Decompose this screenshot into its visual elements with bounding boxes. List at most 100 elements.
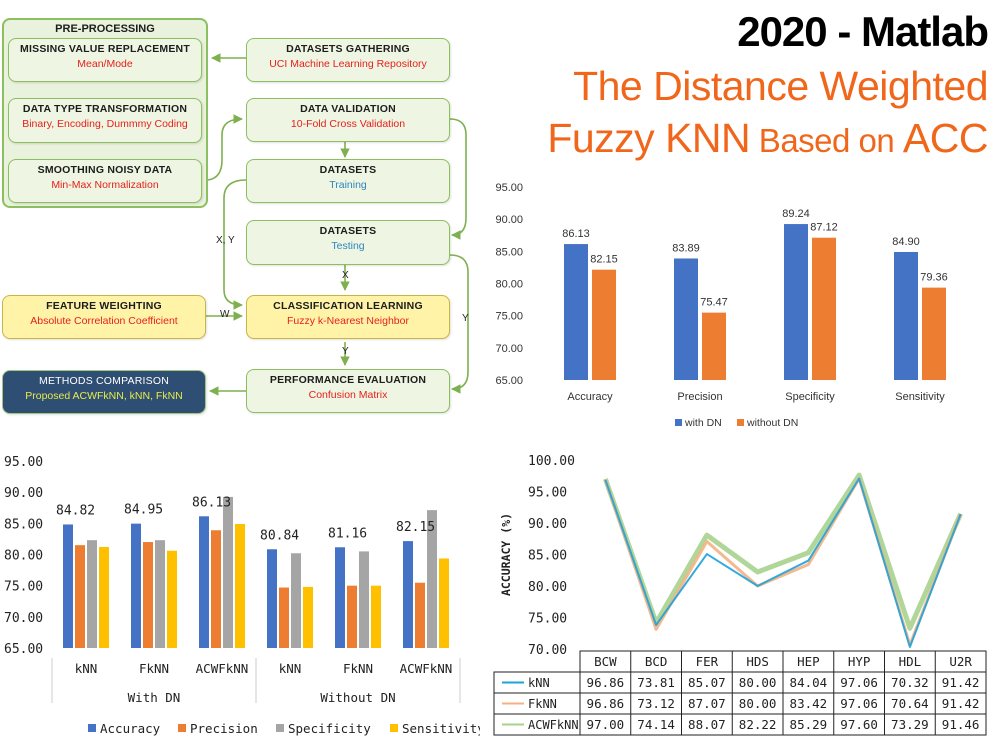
datasets-training-box: DATASETS Training [246, 159, 450, 203]
methods-bar-chart: 95.00 90.00 85.00 80.00 75.00 70.00 65.00 84.82… [4, 455, 480, 736]
training-sub: Training [329, 179, 367, 191]
table-row-label: FkNN [528, 697, 557, 711]
legend-swatch [276, 724, 284, 732]
heading-year-tool: 2020 - Matlab [737, 8, 989, 55]
group-label: Without DN [320, 690, 395, 705]
bar-accuracy [267, 549, 277, 648]
bar-accuracy [403, 541, 413, 648]
table-cell: 70.64 [891, 696, 929, 711]
bar-specificity [291, 553, 301, 648]
bar-sensitivity [371, 585, 381, 648]
datasets-gathering-box: DATASETS GATHERING UCI Machine Learning … [246, 38, 450, 82]
data-type-sub: Binary, Encoding, Dummmy Coding [22, 118, 188, 130]
table-cell: 91.42 [942, 696, 980, 711]
preprocessing-title: PRE-PROCESSING [55, 23, 155, 35]
x-tick-label: FkNN [139, 661, 169, 676]
dn-comparison-bar-chart: 95.00 90.00 85.00 80.00 75.00 70.00 65.00 86.13… [495, 182, 948, 429]
bar-precision [347, 585, 357, 648]
x-tick-label: ACWFkNN [196, 661, 249, 676]
y-tick-label: 90.00 [4, 486, 43, 501]
bar-precision [143, 542, 153, 648]
heading-acc: ACC [902, 115, 989, 161]
methods-comparison-title: METHODS COMPARISON [39, 375, 169, 387]
data-label: 87.12 [810, 222, 838, 234]
table-cell: 70.32 [891, 675, 929, 690]
feature-weighting-box: FEATURE WEIGHTING Absolute Correlation C… [2, 295, 206, 339]
y-tick-label: 70.00 [528, 643, 567, 658]
table-row-label: ACWFkNN [528, 718, 579, 732]
data-label: 86.13 [192, 495, 231, 510]
legend-swatch [88, 724, 96, 732]
y-tick-label: 85.00 [495, 246, 523, 258]
y-tick-label: 95.00 [4, 455, 43, 470]
legend-label: with DN [684, 417, 722, 429]
y-tick-label: 85.00 [528, 549, 567, 564]
edge-label-xy: X, Y [216, 235, 235, 246]
x-tick-label: kNN [75, 661, 98, 676]
x-tick-label: kNN [279, 661, 302, 676]
table-cell: 91.42 [942, 675, 980, 690]
table-cell: 83.42 [790, 696, 828, 711]
bar-without-dn [702, 312, 726, 380]
table-cell: 97.60 [840, 717, 878, 732]
table-cell: 97.06 [840, 696, 878, 711]
y-tick-label: 75.00 [495, 311, 523, 323]
x-tick-label: Specificity [785, 391, 835, 403]
table-cell: 84.04 [790, 675, 828, 690]
bar-sensitivity [99, 547, 109, 648]
heading-based-on: Based on [750, 122, 903, 159]
table-cell: 96.86 [587, 675, 625, 690]
data-label: 82.15 [396, 520, 435, 535]
bar-precision [279, 587, 289, 648]
bar-with-dn [564, 244, 588, 380]
y-tick-label: 80.00 [528, 580, 567, 595]
legend-swatch [675, 419, 682, 426]
bar-accuracy [199, 516, 209, 648]
bar-without-dn [922, 287, 946, 380]
missing-value-title: MISSING VALUE REPLACEMENT [20, 43, 190, 55]
y-tick-label: 80.00 [495, 279, 523, 291]
data-label: 80.84 [260, 528, 299, 543]
performance-evaluation-box: PERFORMANCE EVALUATION Confusion Matrix [246, 369, 450, 413]
bar-with-dn [674, 258, 698, 380]
datasets-testing-box: DATASETS Testing [246, 220, 450, 265]
x-tick-label: ACWFkNN [400, 661, 453, 676]
legend-swatch [390, 724, 398, 732]
classification-sub: Fuzzy k-Nearest Neighbor [287, 315, 409, 327]
methods-comparison-box: METHODS COMPARISON Proposed ACWFkNN, kNN… [2, 370, 206, 414]
bar-specificity [223, 496, 233, 648]
x-tick-label: Precision [677, 391, 722, 403]
smoothing-title: SMOOTHING NOISY DATA [37, 164, 173, 176]
classification-learning-box: CLASSIFICATION LEARNING Fuzzy k-Nearest … [246, 295, 450, 339]
y-tick-label: 65.00 [495, 375, 523, 387]
bar-precision [211, 530, 221, 648]
bar-sensitivity [439, 558, 449, 648]
data-validation-box: DATA VALIDATION 10-Fold Cross Validation [246, 98, 450, 142]
table-column-header: BCW [594, 654, 617, 669]
table-column-header: HEP [797, 654, 820, 669]
y-tick-label: 100.00 [528, 454, 575, 469]
bar-without-dn [812, 237, 836, 380]
heading-title-line3: Fuzzy KNN Based on ACC [547, 112, 988, 167]
y-tick-label: 90.00 [495, 214, 523, 226]
bar-with-dn [894, 251, 918, 380]
bar-sensitivity [303, 586, 313, 648]
table-cell: 80.00 [739, 696, 777, 711]
table-cell: 91.46 [942, 717, 980, 732]
table-cell: 73.12 [637, 696, 675, 711]
series-line-knn [604, 477, 962, 648]
bar-without-dn [592, 269, 616, 380]
y-tick-label: 65.00 [4, 642, 43, 657]
x-tick-label: FkNN [343, 661, 373, 676]
data-label: 79.36 [920, 272, 948, 284]
legend-swatch [178, 724, 186, 732]
classification-title: CLASSIFICATION LEARNING [273, 300, 423, 312]
feature-weighting-title: FEATURE WEIGHTING [46, 300, 162, 312]
training-title: DATASETS [319, 164, 377, 176]
table-column-header: BCD [645, 654, 668, 669]
table-cell: 97.06 [840, 675, 878, 690]
edge-label-x: X [342, 270, 349, 281]
table-column-header: HDL [899, 654, 922, 669]
group-label: With DN [128, 690, 181, 705]
validation-sub: 10-Fold Cross Validation [290, 118, 406, 130]
